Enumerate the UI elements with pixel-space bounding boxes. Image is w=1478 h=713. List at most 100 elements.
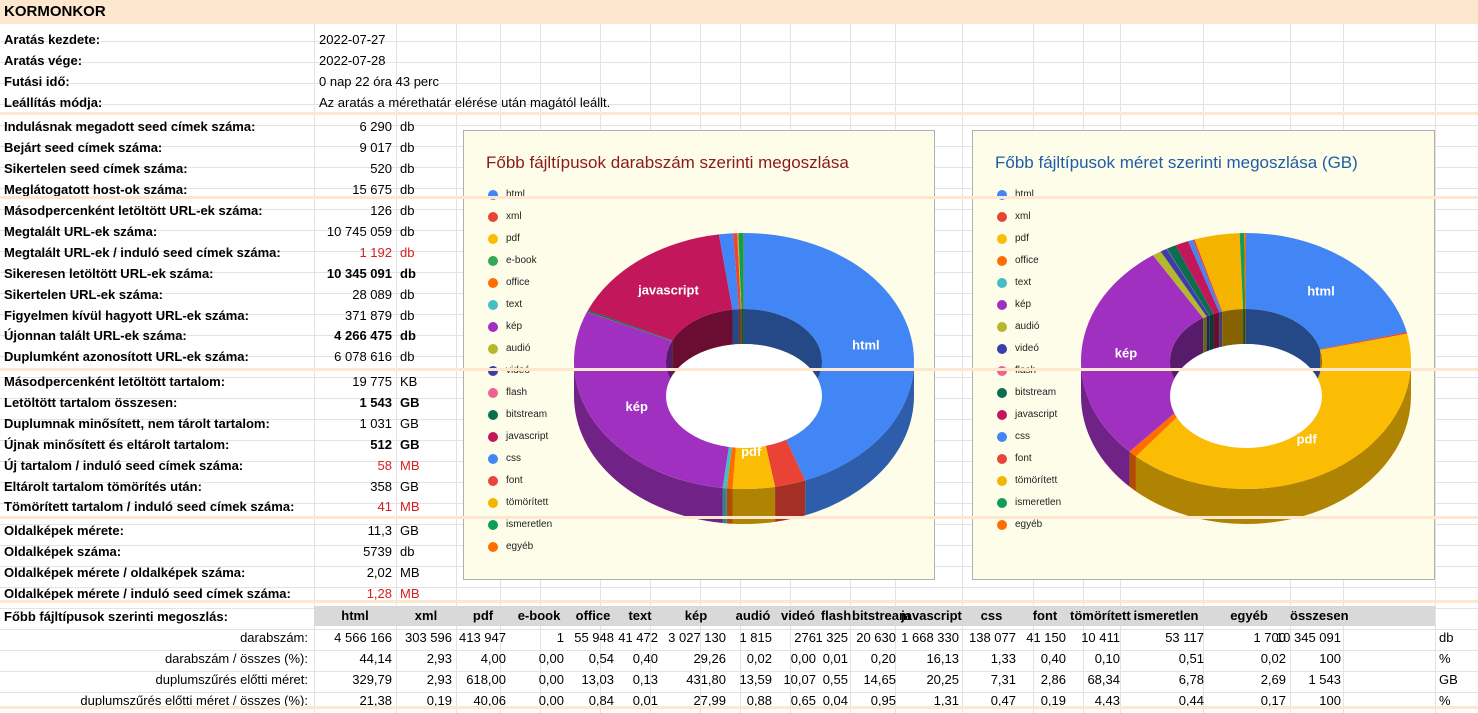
- table-cell: 0,47: [990, 693, 1016, 708]
- legend-swatch: [488, 432, 498, 442]
- pie-slice: [587, 310, 673, 341]
- stat-unit: GB: [400, 436, 420, 452]
- legend-swatch: [997, 234, 1007, 244]
- stat-unit: db: [400, 543, 415, 559]
- stat-unit: db: [400, 244, 415, 260]
- stat-label: Oldalképek száma:: [4, 543, 122, 559]
- stat-value: 512: [370, 436, 392, 452]
- legend-label: ismeretlen: [506, 519, 553, 530]
- slice-inner-wall: [738, 309, 741, 345]
- table-cell: 1: [556, 630, 564, 645]
- stat-row: Oldalképek száma: 5739 db: [0, 541, 440, 561]
- stat-unit: MB: [400, 499, 420, 515]
- table-cell: 1 815: [739, 630, 772, 645]
- stat-row: Új tartalom / induló seed címek száma: 58…: [0, 455, 440, 475]
- stat-row: Meglátogatott host-ok száma: 15 675 db: [0, 179, 440, 199]
- legend-swatch: [488, 410, 498, 420]
- table-cell: 10 411: [1081, 630, 1120, 645]
- stat-label: Letöltött tartalom összesen:: [4, 394, 178, 410]
- stat-row: Megtalált URL-ek száma: 10 745 059 db: [0, 221, 440, 241]
- table-header: ismeretlen: [1133, 608, 1199, 623]
- table-cell: 0,00: [538, 693, 564, 708]
- stat-unit: GB: [400, 415, 419, 431]
- slice-inner-wall: [1222, 309, 1244, 347]
- slice-label: javascript: [637, 283, 699, 298]
- stat-row: Sikeresen letöltött URL-ek száma: 10 345 …: [0, 263, 440, 283]
- legend-swatch: [488, 190, 498, 200]
- slice-wall: [722, 487, 727, 524]
- pie-slice: [1244, 233, 1246, 310]
- pie-slice: [1166, 248, 1210, 316]
- stat-value: 10 745 059: [326, 223, 392, 239]
- stat-value: 1 031: [359, 415, 392, 431]
- legend-swatch: [488, 300, 498, 310]
- section-separator: [0, 368, 1478, 371]
- stat-value: 15 675: [352, 181, 392, 197]
- stat-row: Sikertelen URL-ek száma: 28 089 db: [0, 284, 440, 304]
- slice-label: html: [852, 338, 879, 353]
- info-row: Aratás vége: 2022-07-28: [0, 50, 700, 70]
- page-title: KORMONKOR: [4, 3, 106, 20]
- table-cell: 0,02: [746, 651, 772, 666]
- info-row: Futási idő: 0 nap 22 óra 43 perc: [0, 71, 700, 91]
- table-cell: 0,40: [632, 651, 658, 666]
- stat-unit: KB: [400, 374, 418, 389]
- table-cell: 0,01: [822, 651, 848, 666]
- stat-unit: db: [400, 203, 415, 218]
- table-cell: 16,13: [926, 651, 959, 666]
- stat-value: 2,02: [366, 564, 392, 580]
- stat-label: Figyelmen kívül hagyott URL-ek száma:: [4, 307, 249, 323]
- stat-value: 9 017: [359, 139, 392, 155]
- stat-row: Oldalképek mérete: 11,3 GB: [0, 520, 440, 540]
- slice-inner-wall: [1221, 311, 1223, 347]
- stat-row: Duplumként azonosított URL-ek száma: 6 07…: [0, 346, 440, 366]
- stat-label: Újnak minősített és eltárolt tartalom:: [4, 436, 230, 452]
- pie-slice: [1175, 241, 1220, 314]
- pie-slice: [1188, 239, 1222, 313]
- slice-inner-wall: [1219, 311, 1222, 348]
- legend-swatch: [488, 520, 498, 530]
- slice-label: pdf: [1297, 432, 1318, 447]
- row-unit: GB: [1439, 672, 1458, 687]
- donut-hole: [666, 344, 822, 448]
- stat-value: 6 290: [359, 119, 392, 134]
- section-separator: [0, 196, 1478, 199]
- table-cell: 27,99: [693, 693, 726, 708]
- legend-label: javascript: [1015, 409, 1058, 420]
- legend-swatch: [997, 322, 1007, 332]
- legend-label: audió: [506, 343, 531, 354]
- legend-swatch: [997, 190, 1007, 200]
- legend-label: tömörített: [506, 497, 549, 508]
- pie-slice: [1152, 251, 1207, 319]
- stat-label: Újonnan talált URL-ek száma:: [4, 328, 187, 344]
- table-cell: 21,38: [359, 693, 392, 708]
- count-pie-chart: Főbb fájltípusok darabszám szerinti mego…: [463, 130, 935, 580]
- slice-inner-wall: [1209, 313, 1214, 351]
- legend-label: kép: [1015, 299, 1032, 310]
- pie-slice: [587, 311, 673, 342]
- legend-label: office: [506, 277, 530, 288]
- slice-wall: [574, 361, 723, 523]
- section-separator: [0, 706, 1478, 709]
- row-label: duplumszűrés előtti méret / összes (%):: [80, 693, 308, 708]
- slice-inner-wall: [741, 309, 744, 345]
- table-header: bitstream: [852, 608, 911, 623]
- table-cell: 10 345 091: [1275, 630, 1341, 645]
- slice-inner-wall: [1206, 315, 1210, 352]
- title-bar: KORMONKOR: [0, 0, 1478, 24]
- legend-label: audió: [1015, 321, 1040, 332]
- stat-value: 58: [377, 457, 392, 473]
- legend-label: xml: [1015, 211, 1031, 222]
- table-header-bg: [314, 606, 1435, 626]
- stat-label: Tömörített tartalom / induló seed címek …: [4, 499, 295, 515]
- table-cell: 13,59: [739, 672, 772, 687]
- slice-inner-wall: [1203, 316, 1207, 354]
- section-separator: [0, 600, 1478, 603]
- stat-value: 11,3: [367, 523, 392, 538]
- table-cell: 138 077: [969, 630, 1016, 645]
- stat-value: 10 345 091: [326, 265, 392, 281]
- stat-row: Bejárt seed címek száma: 9 017 db: [0, 137, 440, 157]
- pie-slice: [587, 311, 673, 341]
- table-header: e-book: [517, 608, 561, 623]
- stat-label: Megtalált URL-ek száma:: [4, 223, 158, 239]
